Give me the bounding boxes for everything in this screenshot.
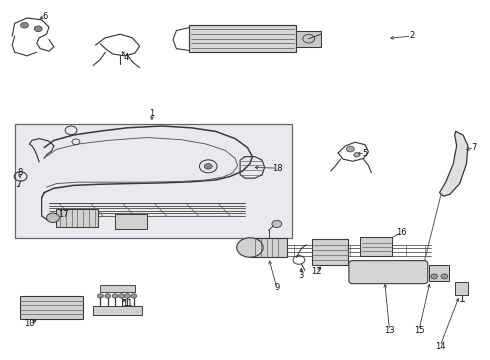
Text: 15: 15 bbox=[414, 326, 424, 335]
Bar bbox=[100, 285, 135, 292]
Text: 5: 5 bbox=[363, 149, 368, 158]
Circle shape bbox=[431, 274, 438, 279]
Bar bbox=[20, 296, 83, 319]
Circle shape bbox=[98, 294, 103, 298]
Bar bbox=[296, 31, 321, 47]
Text: 13: 13 bbox=[384, 326, 395, 335]
Text: 3: 3 bbox=[299, 271, 304, 280]
Circle shape bbox=[354, 153, 360, 157]
Text: 16: 16 bbox=[396, 228, 407, 237]
Circle shape bbox=[346, 146, 354, 152]
Circle shape bbox=[119, 294, 124, 298]
Text: 18: 18 bbox=[272, 163, 283, 172]
Circle shape bbox=[34, 26, 42, 32]
Text: 7: 7 bbox=[472, 143, 477, 152]
Text: 11: 11 bbox=[122, 299, 133, 307]
FancyBboxPatch shape bbox=[349, 261, 428, 284]
Bar bbox=[429, 265, 449, 281]
Text: 6: 6 bbox=[43, 12, 48, 21]
Circle shape bbox=[105, 294, 111, 298]
Circle shape bbox=[124, 294, 130, 298]
Polygon shape bbox=[440, 131, 468, 196]
Bar bbox=[360, 237, 392, 256]
Text: 4: 4 bbox=[124, 53, 129, 62]
Text: 14: 14 bbox=[435, 342, 445, 351]
Bar bbox=[189, 25, 296, 52]
Bar bbox=[15, 124, 292, 238]
Bar bbox=[250, 238, 287, 257]
Bar bbox=[93, 306, 142, 315]
Bar bbox=[312, 239, 348, 265]
Bar bbox=[56, 209, 98, 227]
Circle shape bbox=[204, 163, 212, 169]
Text: 2: 2 bbox=[409, 31, 414, 40]
Circle shape bbox=[272, 220, 282, 228]
Text: 10: 10 bbox=[24, 320, 35, 328]
Circle shape bbox=[237, 238, 263, 257]
Text: 12: 12 bbox=[311, 267, 321, 276]
Circle shape bbox=[47, 213, 59, 222]
Text: 17: 17 bbox=[58, 210, 69, 219]
Circle shape bbox=[441, 274, 448, 279]
Text: 1: 1 bbox=[149, 109, 154, 118]
Bar bbox=[115, 214, 147, 229]
Circle shape bbox=[131, 294, 137, 298]
Text: 8: 8 bbox=[17, 168, 22, 177]
Circle shape bbox=[112, 294, 118, 298]
Bar bbox=[455, 282, 468, 295]
Text: 9: 9 bbox=[274, 284, 279, 292]
Circle shape bbox=[21, 22, 28, 28]
